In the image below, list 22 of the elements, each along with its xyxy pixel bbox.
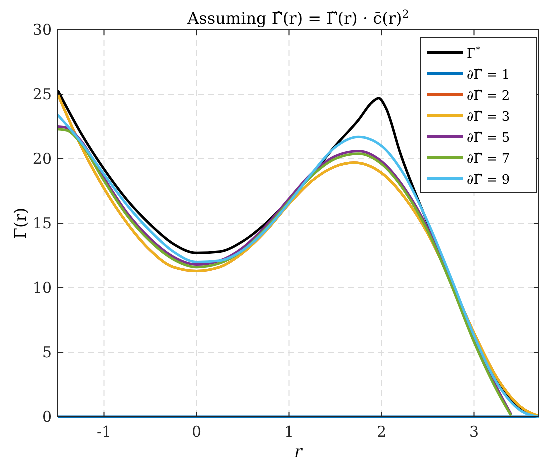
legend-label: Γ$^{*}$ [467, 46, 482, 62]
y-tick-label: 10 [32, 279, 52, 297]
legend-label: ∂Γ̃ = 9 [467, 173, 510, 188]
x-tick-label: -1 [96, 423, 112, 441]
legend-label: ∂Γ̃ = 3 [467, 110, 510, 125]
x-tick-label: 2 [376, 423, 387, 441]
legend-label: ∂Γ̃ = 2 [467, 89, 510, 104]
x-tick-label: 0 [192, 423, 202, 441]
legend-label: ∂Γ̃ = 1 [467, 68, 510, 83]
y-tick-label: 5 [42, 344, 52, 362]
legend-label: ∂Γ̃ = 7 [467, 152, 510, 167]
x-tick-label: 1 [284, 423, 294, 441]
y-tick-label: 30 [32, 21, 52, 39]
y-tick-label: 15 [32, 214, 52, 232]
chart-title: Assuming Γ̂(r) = Γ̃(r) · c̄(r)$^{2}$ [186, 8, 410, 28]
y-tick-label: 25 [32, 86, 52, 104]
y-tick-label: 0 [42, 408, 52, 426]
y-axis-title: Γ(r) [11, 208, 30, 240]
x-tick-label: 3 [469, 423, 480, 441]
x-axis-title: r [294, 442, 304, 461]
y-tick-label: 20 [32, 150, 52, 168]
legend-label: ∂Γ̃ = 5 [467, 131, 510, 146]
